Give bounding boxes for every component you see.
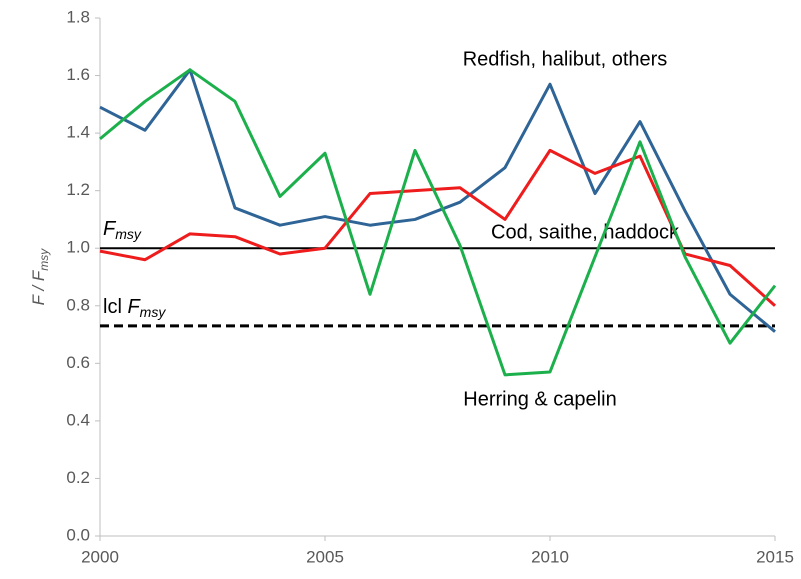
series-label: Redfish, halibut, others — [463, 48, 668, 70]
y-label-main: F / F — [29, 269, 48, 305]
y-tick-label: 1.2 — [66, 180, 90, 199]
y-tick-label: 0.0 — [66, 525, 90, 544]
y-tick-label: 1.6 — [66, 65, 90, 84]
y-tick-label: 0.6 — [66, 353, 90, 372]
y-tick-label: 1.4 — [66, 123, 90, 142]
y-tick-label: 1.8 — [66, 7, 90, 26]
y-tick-label: 0.4 — [66, 410, 90, 429]
reference-symbol: F — [127, 296, 141, 318]
x-tick-label: 2010 — [531, 547, 569, 566]
reference-label: Fmsy — [103, 219, 142, 242]
reference-symbol: F — [103, 219, 117, 241]
series-line — [99, 68, 777, 377]
x-tick-label: 2000 — [81, 547, 119, 566]
reference-sub: msy — [140, 304, 167, 320]
series-label: Herring & capelin — [463, 388, 616, 410]
reference-sub: msy — [115, 226, 142, 242]
y-tick-label: 1.0 — [66, 238, 90, 257]
reference-prefix: lcl — [103, 296, 127, 318]
y-tick-label: 0.8 — [66, 295, 90, 314]
y-tick-label: 0.2 — [66, 468, 90, 487]
y-axis-label: F / Fmsy — [29, 248, 51, 306]
series-label: Cod, saithe, haddock — [491, 221, 680, 243]
series-line — [99, 68, 776, 333]
x-tick-label: 2015 — [756, 547, 794, 566]
series-line — [99, 148, 777, 307]
x-tick-label: 2005 — [306, 547, 344, 566]
reference-label: lcl Fmsy — [103, 296, 166, 319]
y-label-sub: msy — [37, 248, 51, 271]
